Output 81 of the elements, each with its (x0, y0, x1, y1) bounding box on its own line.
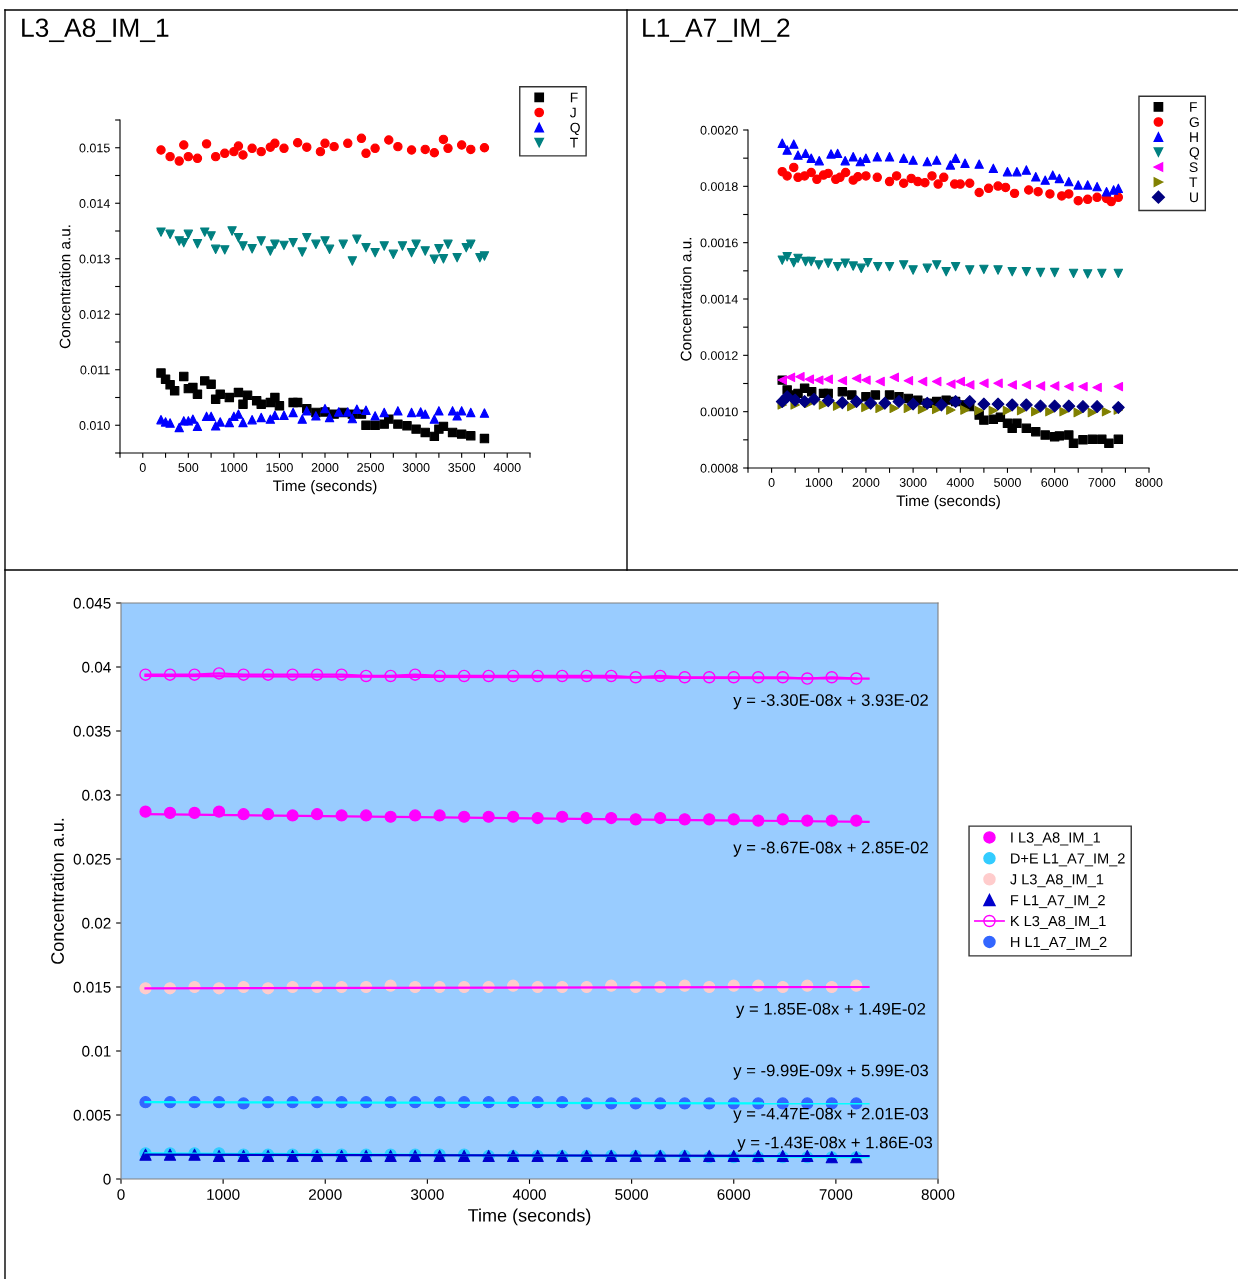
x-tick-label: 3500 (448, 463, 476, 472)
annotation: y = -9.99E-09x + 5.99E-03 (733, 1064, 928, 1080)
x-tick-label: 6000 (1041, 478, 1069, 487)
x-tick-label: 3000 (410, 1189, 444, 1200)
y-tick-label: 0.0010 (700, 407, 738, 417)
x-axis-title: Time (seconds) (273, 479, 377, 495)
y-axis-title: Concentration a.u. (50, 818, 64, 964)
y-tick-label: 0.035 (73, 725, 111, 737)
y-tick-label: 0.014 (79, 199, 110, 208)
x-tick-label: 0 (139, 463, 146, 472)
x-tick-label: 5000 (994, 478, 1021, 487)
x-tick-label: 7000 (1088, 478, 1116, 487)
x-tick-label: 4000 (946, 478, 974, 487)
x-tick-label: 5000 (615, 1189, 649, 1200)
legend-label: T (570, 137, 578, 148)
legend-label: I L3_A8_IM_1 (1011, 832, 1100, 846)
legend-label: F (1190, 102, 1197, 112)
y-tick-label: 0.0016 (700, 238, 738, 248)
y-tick-label: 0.015 (73, 981, 111, 993)
x-tick-label: 3000 (899, 478, 927, 487)
y-tick-label: 0.0012 (700, 351, 738, 360)
legend-label: K L3_A8_IM_1 (1011, 915, 1106, 929)
legend-label: F L1_A7_IM_2 (1011, 895, 1105, 909)
x-tick-label: 1500 (266, 463, 293, 472)
y-tick-label: 0.025 (73, 853, 111, 865)
x-tick-label: 2000 (852, 478, 880, 487)
legend-label: J L3_A8_IM_1 (1010, 874, 1104, 888)
x-axis-title: Time (seconds) (896, 494, 1000, 510)
x-tick-label: 0 (768, 478, 775, 487)
legend-label: H (1190, 132, 1198, 142)
y-tick-label: 0.02 (82, 917, 111, 929)
legend-label: G (1189, 117, 1199, 127)
x-tick-label: 6000 (717, 1189, 751, 1200)
y-tick-label: 0.0014 (700, 294, 738, 304)
x-tick-label: 8000 (1135, 478, 1163, 487)
y-tick-label: 0.0008 (700, 463, 738, 473)
x-tick-label: 2000 (309, 1189, 342, 1200)
y-tick-label: 0.0018 (700, 182, 738, 191)
x-tick-label: 4000 (512, 1189, 546, 1200)
y-tick-label: 0.011 (80, 365, 110, 375)
chart-title: L1_A7_IM_2 (643, 18, 790, 43)
x-tick-label: 0 (117, 1189, 125, 1200)
legend-label: T (1189, 177, 1198, 187)
legend-label: U (1190, 192, 1198, 203)
y-tick-label: 0.005 (73, 1109, 111, 1121)
y-tick-label: 0.013 (79, 254, 110, 264)
x-tick-label: 1000 (805, 478, 833, 487)
y-tick-label: 0.012 (79, 310, 110, 319)
annotation: y = 1.85E-08x + 1.49E-02 (736, 1002, 926, 1018)
x-tick-label: 4000 (493, 463, 521, 472)
annotation: y = -1.43E-08x + 1.86E-03 (737, 1136, 933, 1152)
y-axis-title: Concentration a.u. (59, 225, 71, 349)
x-tick-label: 3000 (402, 463, 430, 472)
x-tick-label: 7000 (819, 1189, 853, 1200)
legend-label: D+E L1_A7_IM_2 (1011, 853, 1125, 867)
legend-label: J (569, 107, 576, 118)
y-tick-label: 0.045 (73, 597, 111, 609)
y-tick-label: 0.015 (79, 143, 110, 153)
x-tick-label: 1000 (207, 1189, 240, 1200)
y-tick-label: 0.0020 (700, 125, 738, 135)
annotation: y = -8.67E-08x + 2.85E-02 (733, 841, 928, 857)
x-tick-label: 500 (178, 463, 199, 472)
y-tick-label: 0.010 (79, 421, 110, 430)
annotation: y = -3.30E-08x + 3.93E-02 (733, 694, 928, 710)
x-axis-title: Time (seconds) (468, 1208, 591, 1226)
y-tick-label: 0.03 (82, 789, 111, 801)
annotation: y = -4.47E-08x + 2.01E-03 (733, 1107, 928, 1123)
y-axis-title: Concentration a.u. (680, 237, 692, 361)
legend-label: F (570, 92, 578, 103)
y-tick-label: 0.01 (82, 1045, 111, 1057)
legend-label: Q (1189, 147, 1200, 160)
y-tick-label: 0.04 (82, 661, 111, 673)
legend-label: Q (570, 122, 580, 136)
x-tick-label: 2000 (311, 463, 339, 472)
y-tick-label: 0 (103, 1173, 111, 1185)
x-tick-label: 8000 (921, 1189, 955, 1200)
chart-title: L3_A8_IM_1 (22, 18, 169, 43)
x-tick-label: 2500 (357, 463, 384, 472)
legend-label: S (1189, 162, 1198, 173)
legend-label: H L1_A7_IM_2 (1011, 936, 1107, 950)
x-tick-label: 1000 (220, 463, 248, 472)
